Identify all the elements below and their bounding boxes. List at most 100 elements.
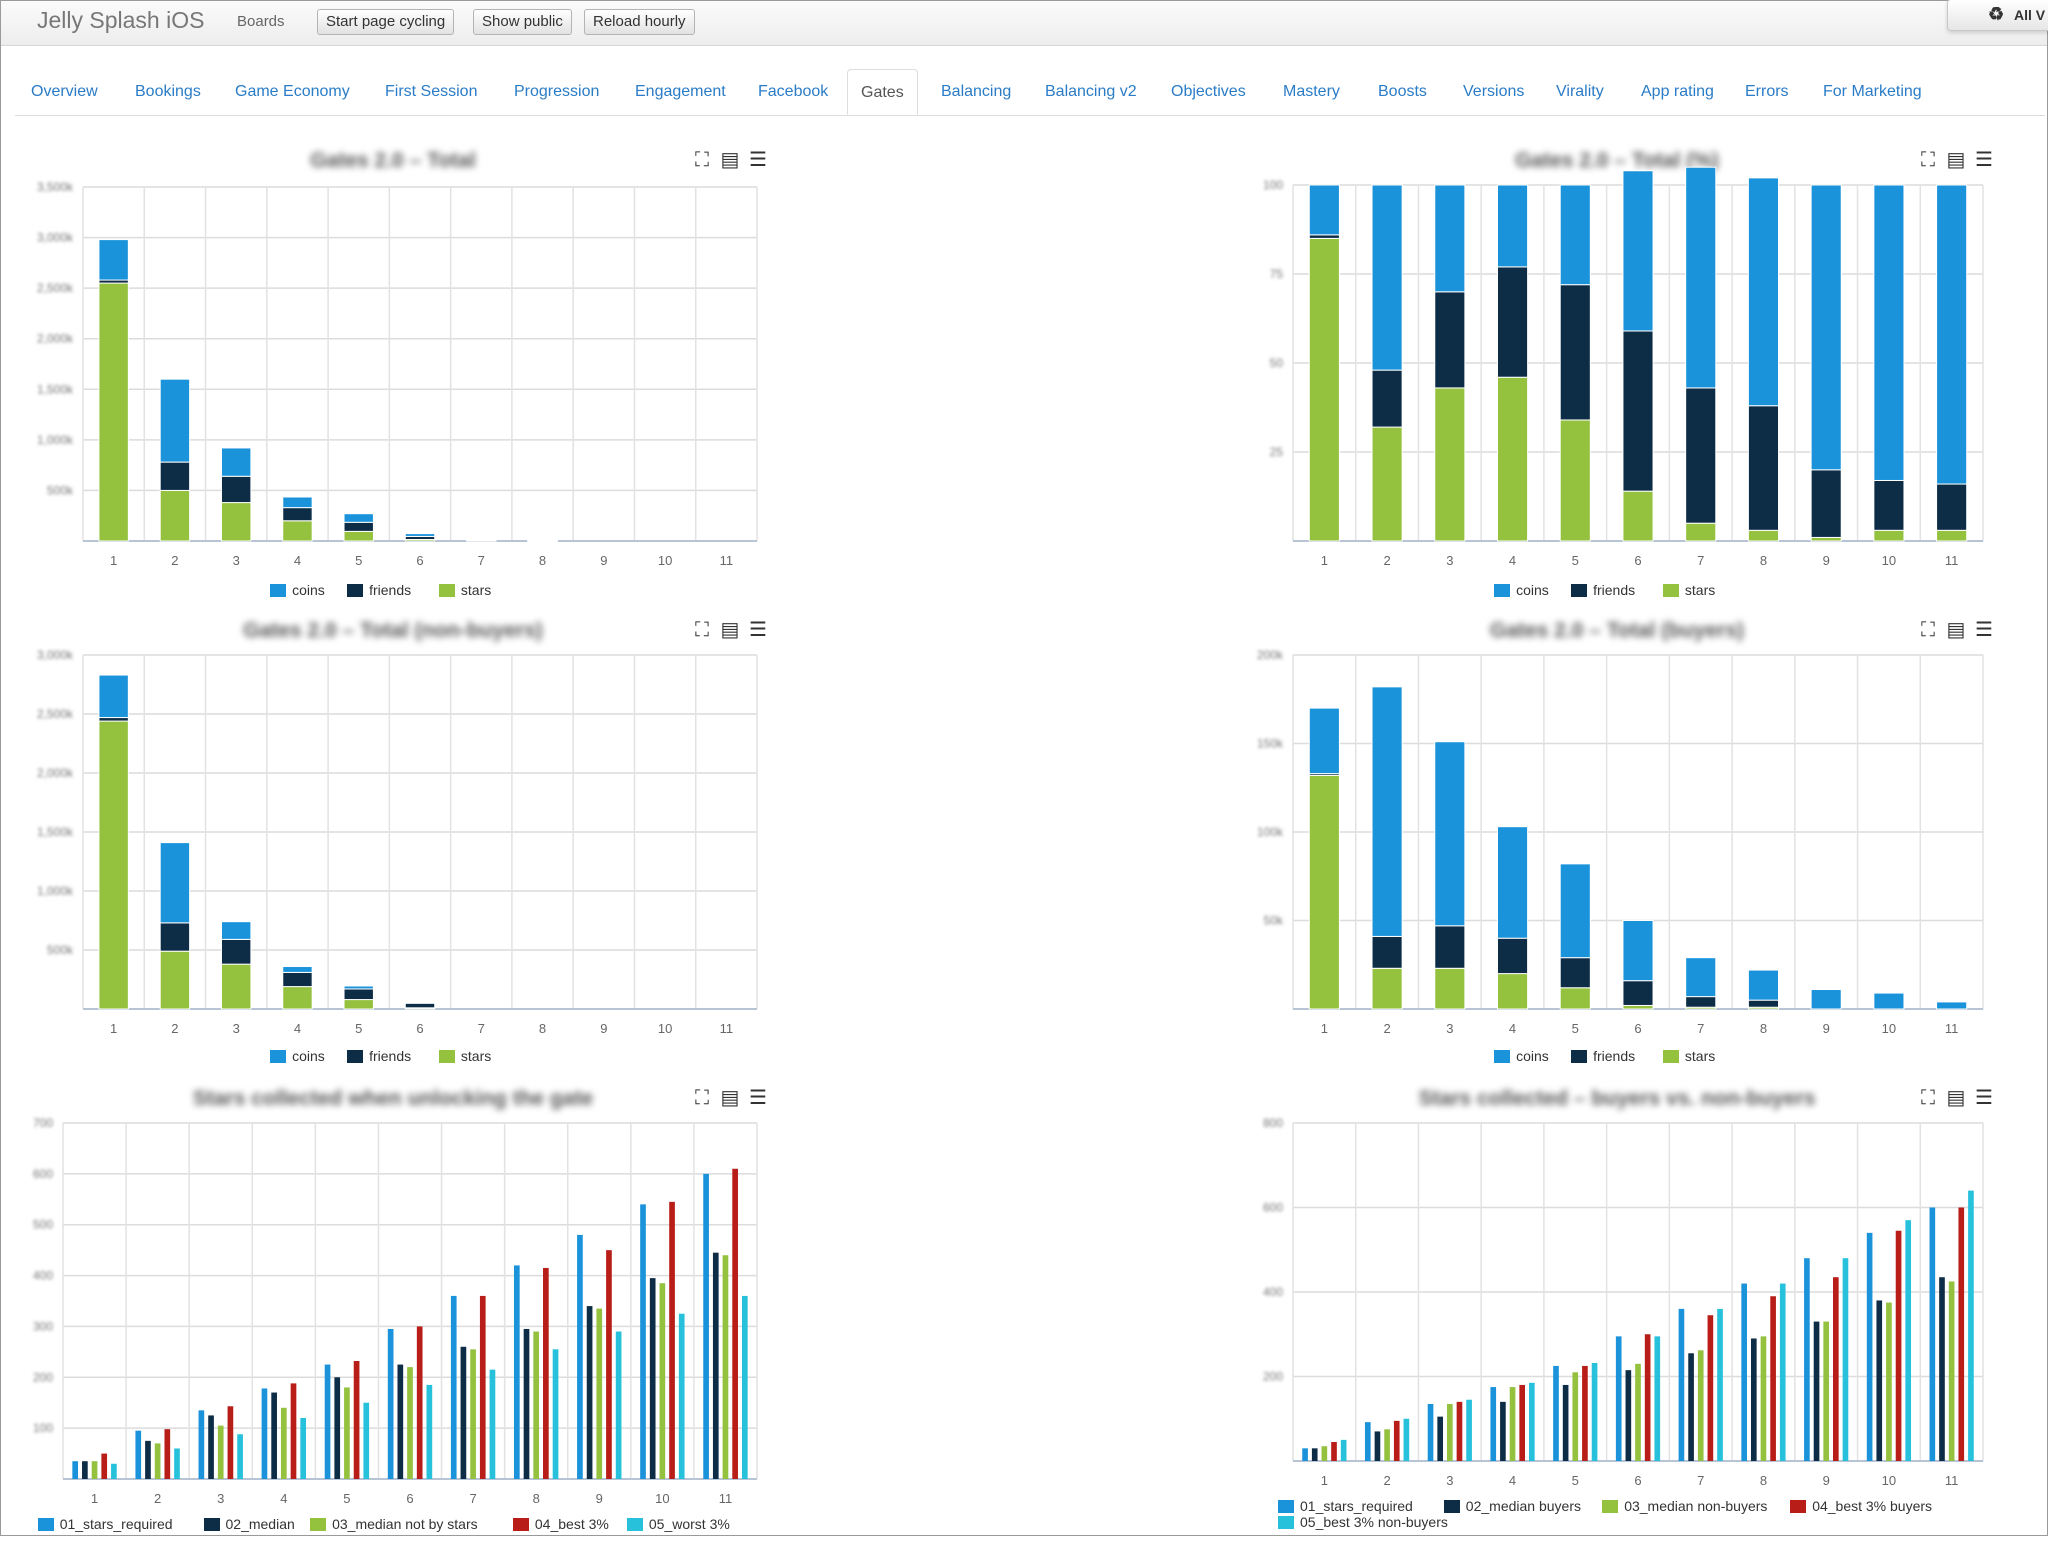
menu-icon[interactable]: ☰ [749, 149, 767, 171]
fullscreen-icon[interactable]: ⛶ [695, 619, 709, 641]
bar-coins[interactable] [282, 966, 313, 973]
bar-stars[interactable] [220, 502, 252, 542]
bar-coins[interactable] [1622, 920, 1654, 982]
bar-stars[interactable] [98, 282, 129, 542]
bar-stars[interactable] [343, 530, 374, 542]
bar-series-3[interactable] [1572, 1372, 1579, 1461]
tab-virality[interactable]: Virality [1556, 83, 1604, 100]
bar-coins[interactable] [1685, 166, 1717, 389]
bar-series-5[interactable] [1529, 1382, 1535, 1461]
bar-series-1[interactable] [324, 1364, 331, 1479]
bar-coins[interactable] [466, 538, 497, 541]
bar-coins[interactable] [1559, 184, 1591, 286]
bar-series-3[interactable] [1760, 1336, 1767, 1461]
bar-stars[interactable] [98, 720, 129, 1010]
tab-balancing[interactable]: Balancing [941, 83, 1012, 100]
bar-series-1[interactable] [261, 1388, 268, 1479]
bar-series-5[interactable] [300, 1417, 307, 1479]
bar-series-5[interactable] [1842, 1258, 1849, 1461]
bar-series-4[interactable] [1770, 1296, 1776, 1461]
bar-friends[interactable] [1873, 479, 1905, 531]
bar-series-2[interactable] [1562, 1384, 1569, 1461]
bar-stars[interactable] [1434, 967, 1466, 1010]
tab-game-economy[interactable]: Game Economy [235, 83, 350, 100]
bar-series-2[interactable] [1311, 1448, 1318, 1461]
bar-series-1[interactable] [513, 1265, 520, 1479]
tab-objectives[interactable]: Objectives [1171, 83, 1246, 100]
bar-friends[interactable] [1747, 999, 1780, 1008]
bar-friends[interactable] [1434, 925, 1466, 969]
tab-balancing-v2[interactable]: Balancing v2 [1045, 83, 1137, 100]
bar-series-3[interactable] [1823, 1321, 1830, 1461]
bar-series-1[interactable] [1804, 1258, 1810, 1461]
bar-series-4[interactable] [1519, 1384, 1526, 1461]
bar-series-5[interactable] [615, 1331, 622, 1479]
bar-friends[interactable] [1308, 234, 1340, 239]
bar-coins[interactable] [404, 1002, 436, 1004]
table-icon[interactable]: ▤ [1946, 619, 1966, 641]
bar-stars[interactable] [1747, 529, 1780, 542]
bar-series-2[interactable] [1813, 1321, 1820, 1461]
fullscreen-icon[interactable]: ⛶ [1921, 619, 1935, 641]
bar-series-4[interactable] [1707, 1315, 1714, 1461]
bar-series-4[interactable] [290, 1383, 297, 1479]
bar-series-4[interactable] [353, 1361, 360, 1479]
bar-series-3[interactable] [1509, 1387, 1516, 1461]
bar-coins[interactable] [220, 921, 252, 940]
show-public-button[interactable]: Show public [473, 9, 572, 35]
bar-series-1[interactable] [1741, 1283, 1747, 1461]
bar-series-2[interactable] [334, 1377, 341, 1479]
bar-series-5[interactable] [363, 1402, 370, 1479]
bar-coins[interactable] [159, 842, 191, 924]
bar-series-3[interactable] [1446, 1403, 1453, 1461]
bar-coins[interactable] [527, 539, 558, 542]
fullscreen-icon[interactable]: ⛶ [695, 1087, 709, 1109]
bar-stars[interactable] [1371, 426, 1403, 542]
bar-coins[interactable] [1371, 184, 1403, 371]
bar-series-2[interactable] [1625, 1370, 1632, 1461]
tab-app-rating[interactable]: App rating [1641, 83, 1714, 100]
bar-friends[interactable] [1434, 291, 1466, 389]
bar-series-4[interactable] [606, 1250, 612, 1479]
bar-series-4[interactable] [1895, 1230, 1902, 1461]
bar-friends[interactable] [159, 461, 191, 491]
bar-series-4[interactable] [227, 1406, 234, 1479]
bar-stars[interactable] [220, 963, 252, 1010]
bar-series-1[interactable] [1490, 1387, 1497, 1461]
bar-coins[interactable] [343, 985, 374, 990]
bar-series-3[interactable] [280, 1407, 287, 1479]
bar-friends[interactable] [1559, 957, 1591, 989]
bar-series-4[interactable] [1833, 1277, 1839, 1461]
table-icon[interactable]: ▤ [720, 619, 740, 641]
bar-series-5[interactable] [741, 1295, 748, 1479]
bar-coins[interactable] [1496, 826, 1529, 939]
bar-stars[interactable] [159, 950, 191, 1010]
tab-for-marketing[interactable]: For Marketing [1823, 83, 1922, 100]
tab-gates[interactable]: Gates [847, 69, 918, 115]
bar-stars[interactable] [1873, 529, 1905, 542]
reload-hourly-button[interactable]: Reload hourly [584, 9, 695, 35]
bar-series-2[interactable] [1876, 1300, 1883, 1461]
bar-series-5[interactable] [1340, 1439, 1347, 1461]
bar-series-1[interactable] [1615, 1336, 1622, 1461]
bar-series-3[interactable] [91, 1461, 98, 1479]
bar-coins[interactable] [1747, 177, 1780, 407]
bar-stars[interactable] [1622, 1004, 1654, 1010]
bar-series-3[interactable] [1886, 1302, 1892, 1461]
tab-progression[interactable]: Progression [514, 83, 600, 100]
bar-series-1[interactable] [703, 1173, 709, 1479]
tab-versions[interactable]: Versions [1463, 83, 1525, 100]
fullscreen-icon[interactable]: ⛶ [695, 149, 709, 171]
bar-series-3[interactable] [154, 1443, 161, 1479]
bar-series-4[interactable] [1582, 1365, 1588, 1461]
bar-series-2[interactable] [1688, 1353, 1694, 1461]
bar-stars[interactable] [343, 999, 374, 1010]
bar-series-5[interactable] [678, 1313, 685, 1479]
bar-series-3[interactable] [407, 1367, 413, 1479]
bar-series-5[interactable] [552, 1349, 559, 1479]
bar-coins[interactable] [1434, 741, 1466, 927]
bar-friends[interactable] [343, 521, 374, 532]
tab-mastery[interactable]: Mastery [1283, 83, 1340, 100]
bar-series-1[interactable] [1364, 1422, 1371, 1461]
tab-first-session[interactable]: First Session [385, 83, 478, 100]
